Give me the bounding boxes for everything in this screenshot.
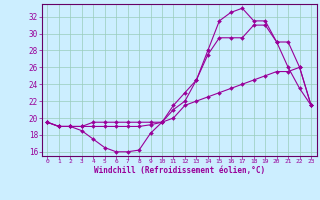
X-axis label: Windchill (Refroidissement éolien,°C): Windchill (Refroidissement éolien,°C) — [94, 166, 265, 175]
